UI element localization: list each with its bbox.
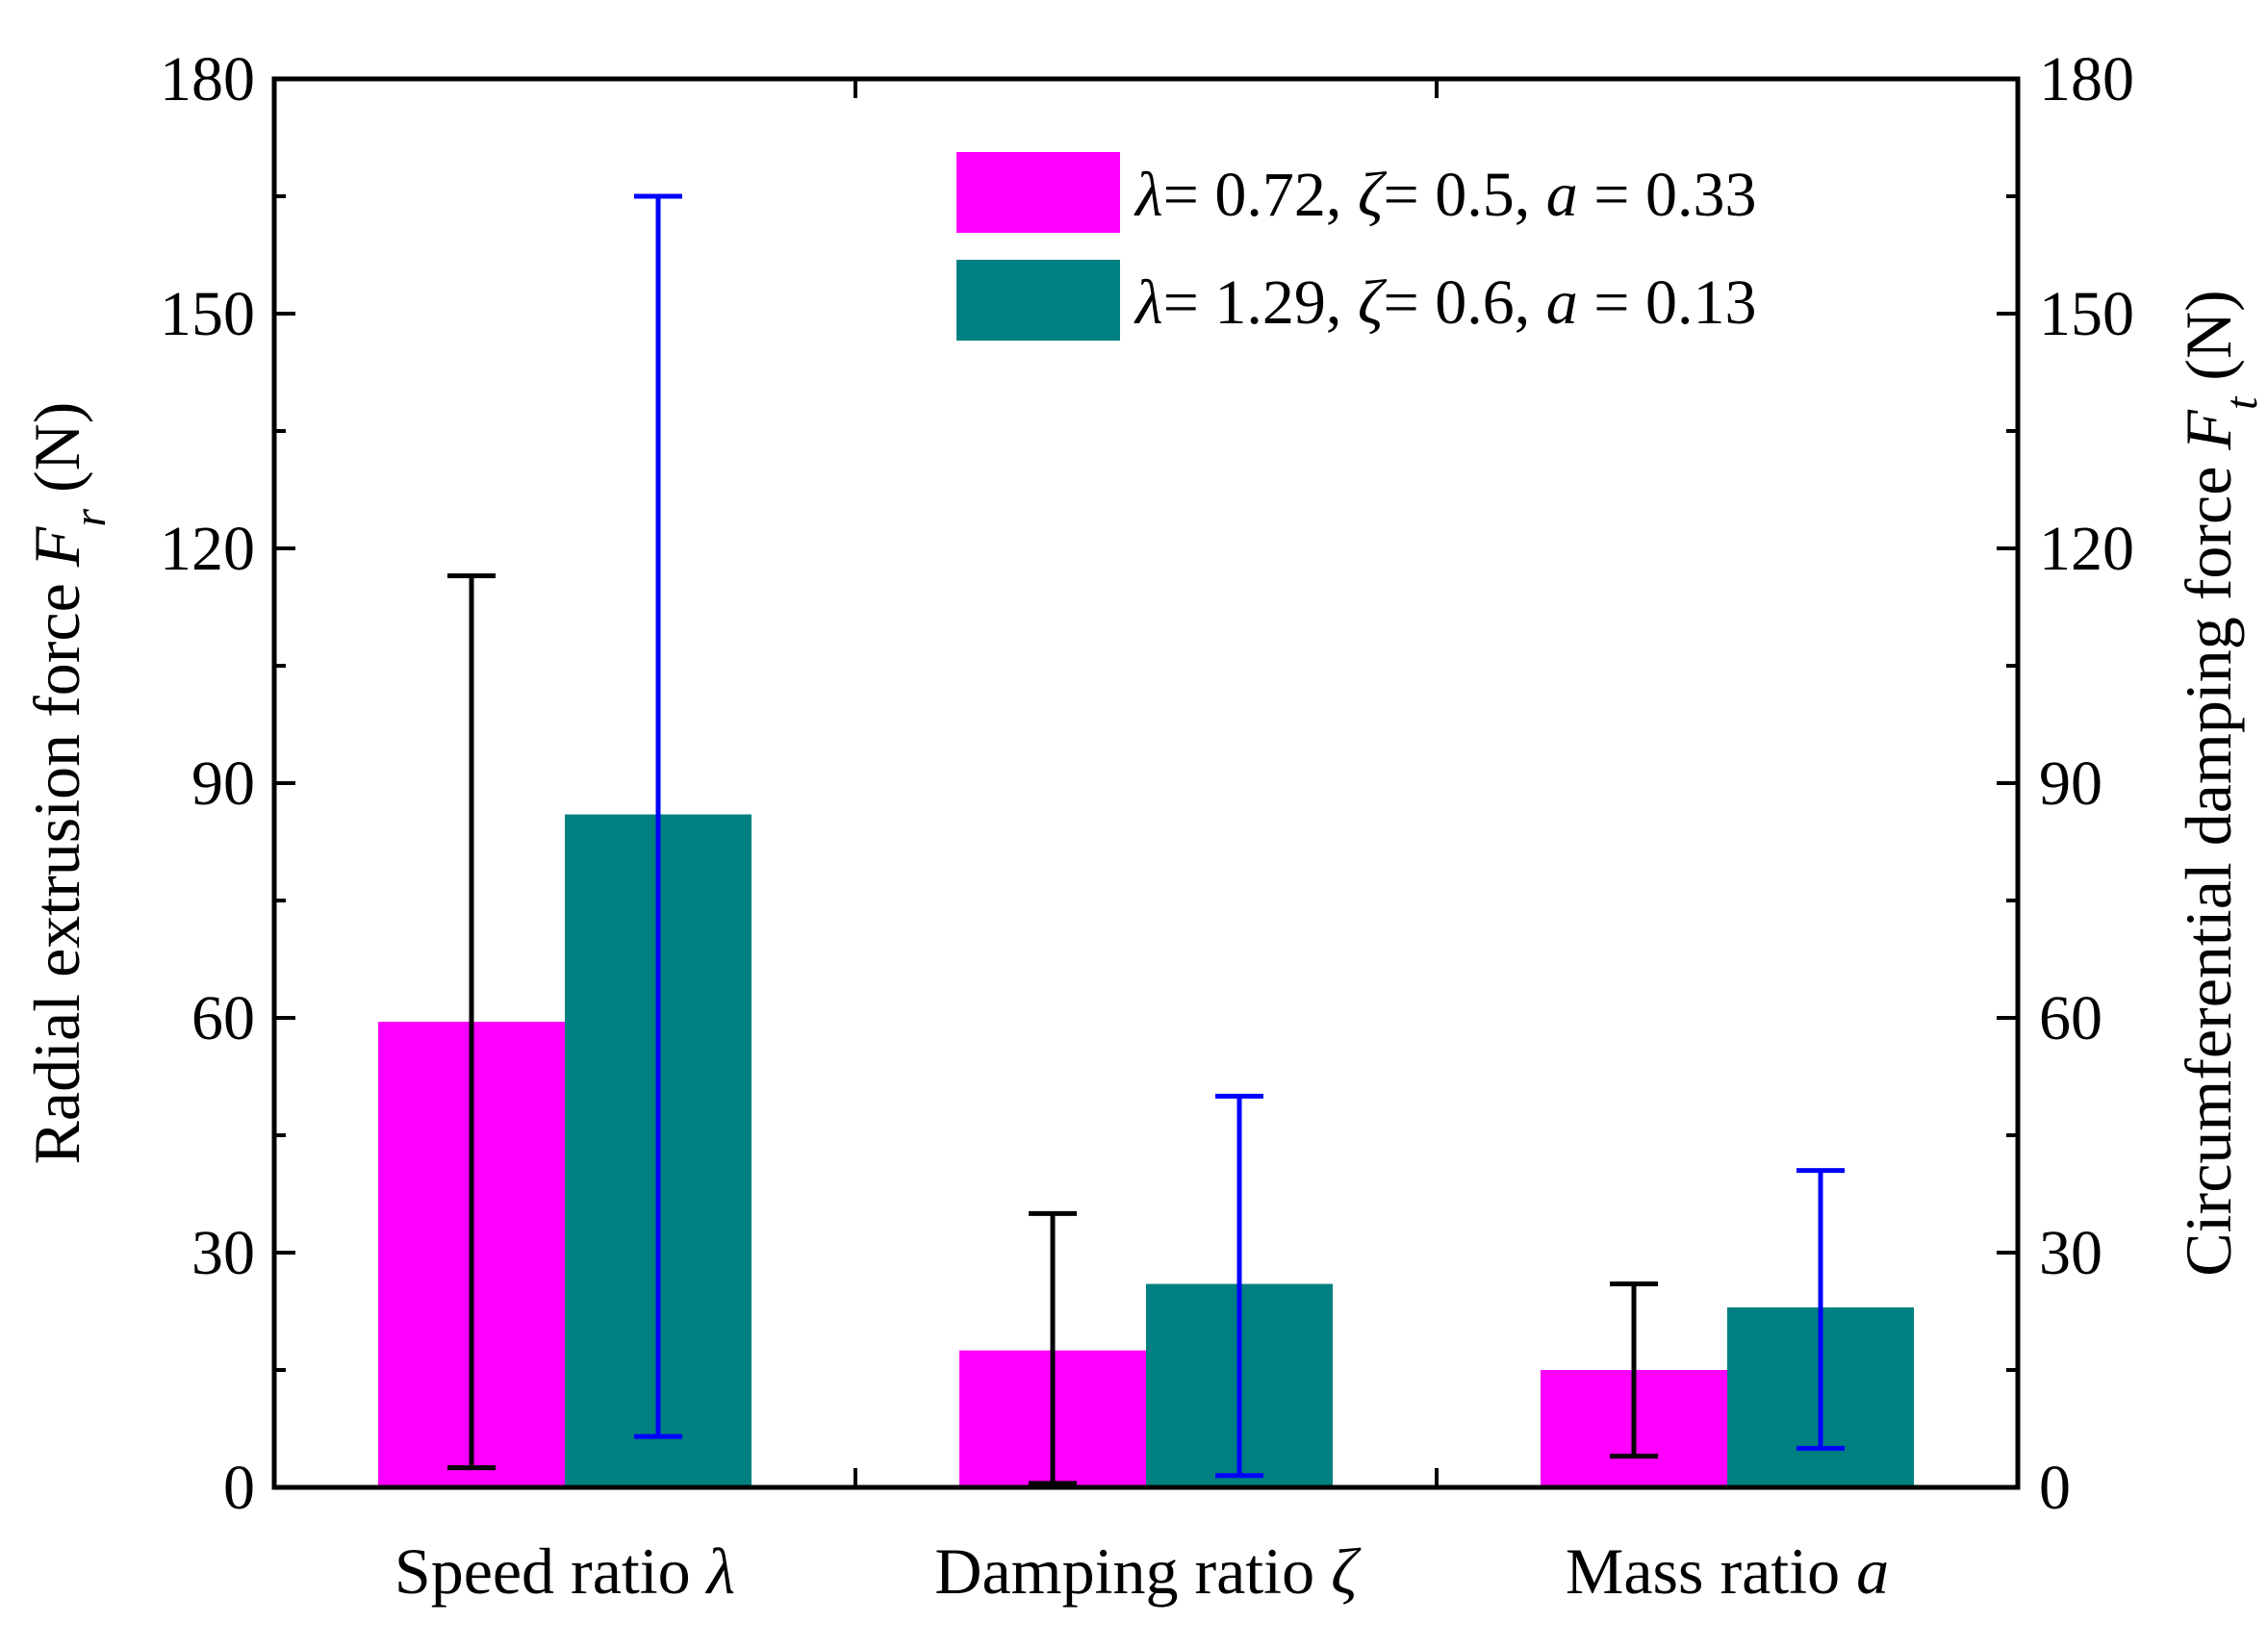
x-category-label: Damping ratio ζ [934, 1535, 1362, 1608]
y-tick-label-left: 60 [191, 983, 255, 1053]
y-axis-title-right: Circumferential damping force Ft (N) [2172, 290, 2267, 1276]
y-tick-label-left: 30 [191, 1218, 255, 1288]
legend: λ= 0.72, ζ= 0.5, a = 0.33 λ= 1.29, ζ= 0.6… [956, 152, 1757, 341]
error-bars-layer [447, 193, 1845, 1486]
x-category-label: Speed ratio λ [395, 1535, 735, 1608]
bars-layer [378, 814, 1914, 1487]
ticks-layer [272, 77, 2020, 1489]
legend-swatch-1 [956, 152, 1120, 233]
y-tick-label-right: 90 [2039, 748, 2102, 819]
x-category-label: Mass ratio a [1566, 1535, 1889, 1608]
y-tick-label-right: 30 [2039, 1218, 2102, 1288]
tick-labels-layer: 0 0 30 30 60 60 90 90 120 120 150 150 180 180 [160, 44, 2134, 1523]
legend-label-1: λ= 0.72, ζ= 0.5, a = 0.33 [1134, 160, 1757, 230]
y-tick-label-left: 150 [160, 279, 255, 349]
category-labels-layer: Speed ratio λ Damping ratio ζ Mass ratio a [395, 1535, 1889, 1608]
legend-label-2: λ= 1.29, ζ= 0.6, a = 0.13 [1134, 267, 1757, 338]
y-axis-title-left: Radial extrusion force Fr (N) [20, 402, 115, 1165]
y-tick-label-left: 120 [160, 514, 255, 584]
y-tick-label-left: 0 [223, 1453, 255, 1523]
legend-swatch-2 [956, 260, 1120, 341]
y-tick-label-right: 0 [2039, 1453, 2071, 1523]
y-tick-label-right: 180 [2039, 44, 2134, 114]
y-tick-label-right: 120 [2039, 514, 2134, 584]
y-tick-label-right: 150 [2039, 279, 2134, 349]
y-tick-label-left: 90 [191, 748, 255, 819]
y-tick-label-right: 60 [2039, 983, 2102, 1053]
y-tick-label-left: 180 [160, 44, 255, 114]
axis-titles-layer: Radial extrusion force Fr (N) Circumferen… [20, 290, 2267, 1276]
